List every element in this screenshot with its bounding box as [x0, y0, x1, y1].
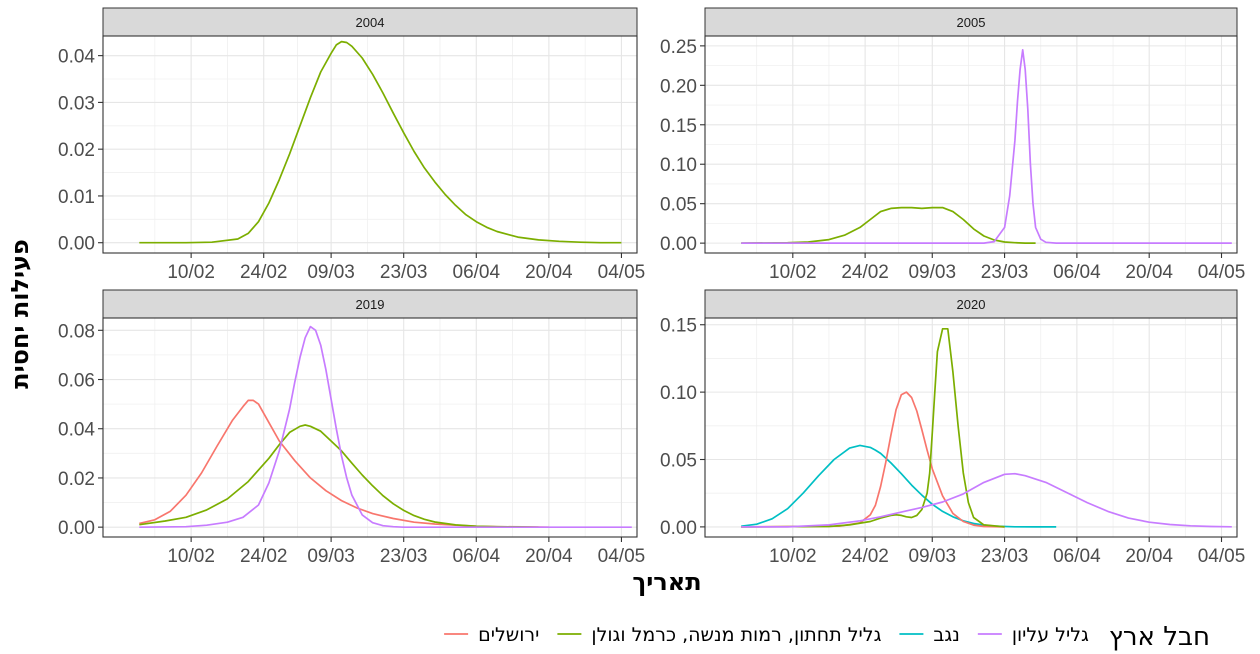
x-axis-title: תאריך: [632, 568, 701, 596]
series-line-negev: [741, 444, 1057, 528]
facet-strip-label: 2020: [957, 297, 986, 312]
y-tick-label: 0.04: [58, 47, 95, 68]
x-tick-label: 04/05: [1198, 546, 1246, 567]
facet-strip: [704, 289, 1238, 319]
legend-label: גליל תחתון, רמות מנשה, כרמל וגולן: [591, 624, 881, 646]
y-tick-label: 0.03: [58, 93, 95, 114]
facet-panel-2004: 2004 0.00 0.01 0.02 0.03 0.04 10/02 24/02 09/03 2…: [58, 7, 646, 283]
panel-border: [102, 317, 638, 538]
panel-border: [704, 35, 1238, 254]
panel-background: [103, 36, 637, 253]
legend-item-lower: גליל תחתון, רמות מנשה, כרמל וגולן: [557, 624, 882, 646]
panel-background: [103, 318, 637, 537]
x-tick-label: 23/03: [380, 546, 428, 567]
series-line-jerusalem: [139, 399, 549, 529]
y-tick-label: 0.02: [58, 140, 95, 161]
x-tick-label: 23/03: [380, 262, 428, 283]
y-tick-label: 0.02: [58, 469, 95, 490]
facet-strip-label: 2019: [356, 297, 385, 312]
facet-panel-2020: 2020 0.00 0.05 0.10 0.15 10/02 24/02 09/03 23/03…: [660, 289, 1246, 567]
x-tick-label: 20/04: [1125, 262, 1173, 283]
y-tick-label: 0.06: [58, 371, 95, 392]
panel-border: [704, 317, 1238, 538]
x-tick-label: 10/02: [769, 262, 817, 283]
x-tick-label: 09/03: [307, 546, 355, 567]
x-tick-label: 23/03: [981, 262, 1029, 283]
x-tick-label: 20/04: [525, 262, 573, 283]
series-line-lower: [139, 424, 539, 529]
x-tick-label: 24/02: [240, 262, 288, 283]
facet-strip-label: 2004: [356, 15, 385, 30]
y-tick-label: 0.00: [58, 518, 95, 539]
x-tick-label: 24/02: [841, 262, 889, 283]
x-tick-label: 06/04: [453, 262, 501, 283]
y-tick-label: 0.25: [660, 37, 697, 58]
y-tick-label: 0.00: [58, 234, 95, 255]
legend-label: ירושלים: [478, 624, 539, 646]
panel-border: [102, 35, 638, 254]
y-tick-label: 0.15: [660, 316, 697, 337]
x-tick-label: 04/05: [598, 546, 646, 567]
legend: חבל ארץ גליל עליון נגב גליל תחתון, רמות מנ…: [444, 622, 1210, 652]
x-tick-label: 10/02: [769, 546, 817, 567]
x-tick-label: 04/05: [598, 262, 646, 283]
facet-panel-2019: 2019 0.00 0.02 0.04 0.06 0.08 10/02 24/02 09/03 2…: [58, 289, 646, 567]
series-line-upper: [741, 472, 1232, 528]
facet-strip-label: 2005: [957, 15, 986, 30]
legend-label: גליל עליון: [1012, 624, 1089, 646]
y-tick-label: 0.04: [58, 420, 95, 441]
legend-title: חבל ארץ: [1109, 622, 1210, 652]
x-tick-label: 06/04: [1053, 546, 1101, 567]
x-tick-label: 10/02: [167, 546, 215, 567]
x-tick-label: 09/03: [908, 546, 956, 567]
x-tick-label: 09/03: [307, 262, 355, 283]
facet-strip: [102, 289, 638, 319]
series-line-lower: [741, 206, 1036, 244]
series-line-jerusalem: [741, 391, 1005, 528]
x-tick-label: 20/04: [1125, 546, 1173, 567]
y-tick-label: 0.01: [58, 187, 95, 208]
series-line-lower: [139, 40, 622, 244]
x-tick-label: 24/02: [240, 546, 288, 567]
facet-panel-2005: 2005 0.00 0.05 0.10 0.15 0.20 0.25 10/02 24/02 09…: [660, 7, 1246, 283]
facet-strip: [102, 7, 638, 37]
y-tick-label: 0.20: [660, 76, 697, 97]
x-tick-label: 20/04: [525, 546, 573, 567]
y-tick-label: 0.08: [58, 321, 95, 342]
x-tick-label: 10/02: [167, 262, 215, 283]
legend-label: נגב: [933, 624, 959, 646]
y-tick-label: 0.10: [660, 155, 697, 176]
y-tick-label: 0.05: [660, 195, 697, 216]
series-line-upper: [741, 48, 1232, 244]
x-tick-label: 04/05: [1198, 262, 1246, 283]
series-line-upper: [139, 325, 632, 529]
x-tick-label: 24/02: [841, 546, 889, 567]
legend-item-negev: נגב: [899, 624, 960, 646]
y-axis-title: פעילות יחסית: [6, 239, 34, 389]
x-tick-label: 09/03: [908, 262, 956, 283]
x-tick-label: 06/04: [1053, 262, 1101, 283]
y-tick-label: 0.05: [660, 451, 697, 472]
y-tick-label: 0.00: [660, 518, 697, 539]
y-tick-label: 0.10: [660, 383, 697, 404]
legend-item-upper: גליל עליון: [977, 624, 1089, 646]
series-line-lower: [741, 327, 1005, 528]
legend-item-jerusalem: ירושלים: [444, 624, 539, 646]
y-tick-label: 0.00: [660, 234, 697, 255]
y-tick-label: 0.15: [660, 116, 697, 137]
x-tick-label: 23/03: [981, 546, 1029, 567]
x-tick-label: 06/04: [453, 546, 501, 567]
panel-background: [705, 318, 1237, 537]
